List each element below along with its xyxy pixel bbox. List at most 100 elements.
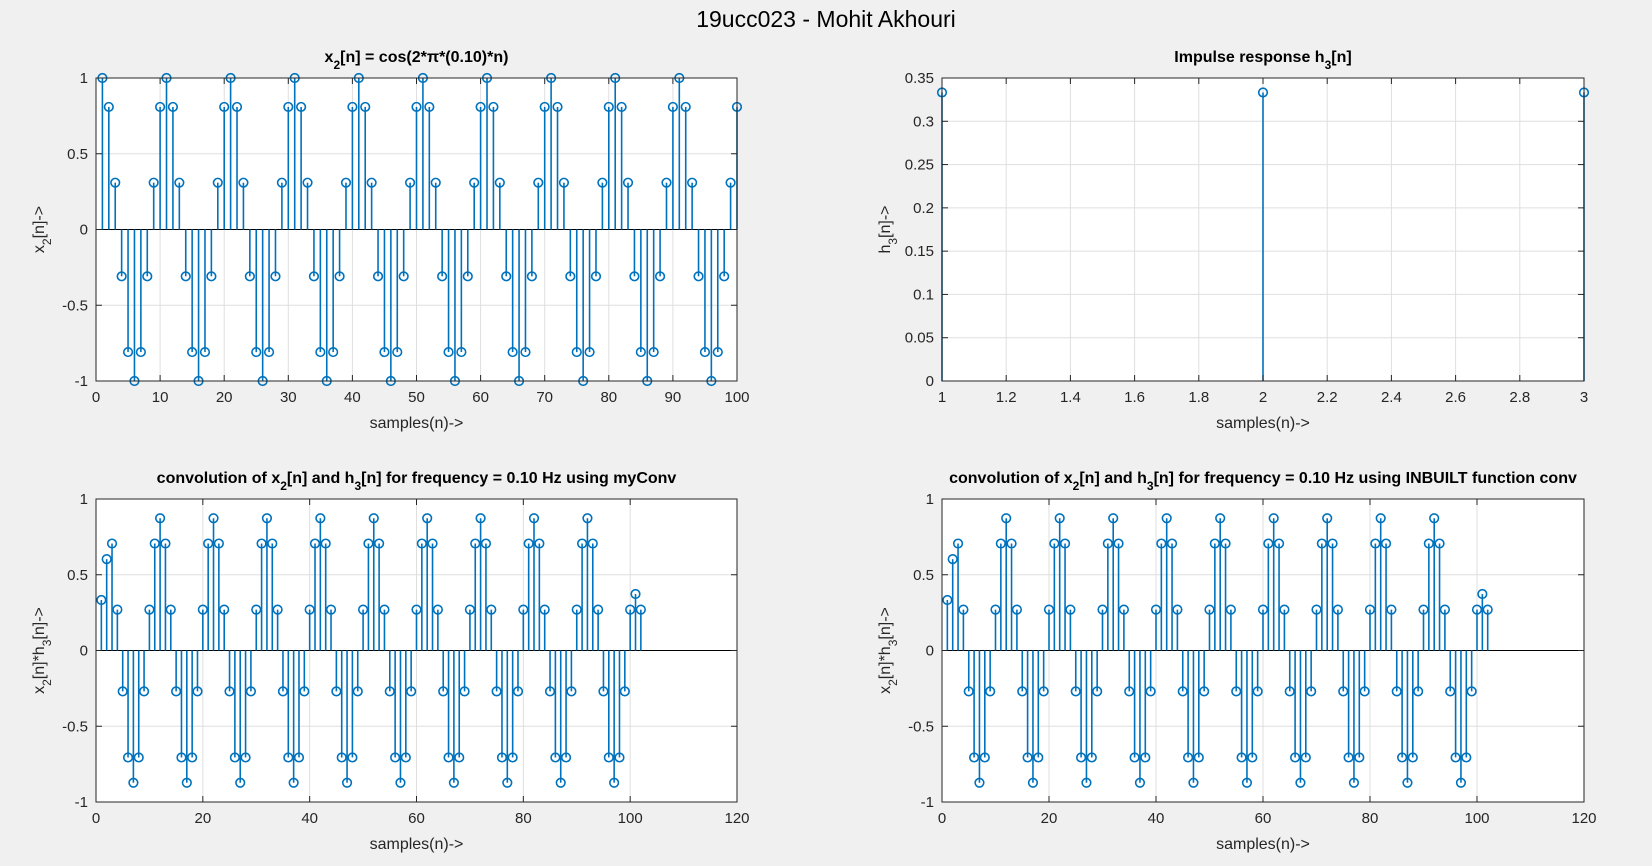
y-tick-label: -0.5	[62, 297, 88, 314]
stem-marker	[1017, 686, 1028, 697]
stem-marker	[283, 101, 294, 113]
stem-marker	[341, 777, 353, 788]
y-tick-label: 0.1	[913, 286, 934, 303]
x-tick-label: 10	[152, 389, 169, 406]
stem-marker	[1209, 538, 1220, 549]
x-tick-label: 2.2	[1317, 389, 1338, 406]
y-tick-label: 0.5	[67, 146, 88, 163]
y-axis-label: x2[n]->	[31, 206, 54, 253]
stem-marker	[320, 538, 331, 549]
stem-marker	[133, 752, 144, 763]
y-tick-label: 0	[80, 222, 88, 239]
x-tick-label: 3	[1580, 389, 1588, 406]
stem-marker	[400, 752, 411, 763]
stem-marker	[1257, 604, 1269, 615]
stem-marker	[165, 604, 176, 615]
y-tick-label: 0	[80, 643, 88, 660]
x-tick-label: 40	[301, 810, 318, 827]
stem-marker	[283, 752, 294, 763]
stem-marker	[576, 538, 588, 549]
stem-marker	[523, 538, 534, 549]
stem-marker	[1322, 513, 1333, 524]
stem-marker	[1166, 538, 1178, 549]
stem-marker	[238, 177, 249, 188]
stem-marker	[486, 604, 497, 615]
y-tick-label: 1	[80, 491, 88, 508]
stem-marker	[1338, 686, 1349, 697]
stem-marker	[309, 538, 321, 549]
stem-marker	[1204, 604, 1215, 615]
subplot-title: convolution of x2[n] and h3[n] for frequ…	[949, 470, 1577, 493]
y-tick-label: 0.3	[913, 113, 934, 130]
stem-marker	[155, 513, 166, 524]
stem-marker	[374, 538, 385, 549]
stem-marker	[270, 271, 281, 282]
stem-marker	[263, 346, 275, 358]
figure-title: 19ucc023 - Mohit Akhouri	[696, 6, 956, 32]
stem-marker	[1059, 538, 1071, 549]
stem-marker	[1193, 752, 1204, 763]
stem-marker	[1134, 777, 1146, 788]
stem-marker	[1150, 604, 1162, 615]
stem-marker	[475, 513, 486, 524]
y-axis-label: x2[n]*h3[n]->	[877, 607, 900, 694]
stem-marker	[432, 604, 443, 615]
stem-marker	[1466, 686, 1477, 697]
x-tick-label: 100	[1464, 810, 1489, 827]
subplot-2: 1 1.2 1.4 1.6 1.8 2 2.2 2.4 2.6 2.8 3 0 0.05 0.1 0.15 0…	[877, 49, 1590, 432]
stem-marker	[1124, 686, 1135, 697]
stem-marker	[1065, 604, 1076, 615]
stem-marker	[625, 604, 636, 615]
stem-marker	[357, 604, 369, 615]
stem-marker	[261, 513, 273, 524]
stem-marker	[699, 346, 711, 358]
stem-marker	[942, 594, 953, 606]
stem-marker	[352, 686, 363, 697]
stem-marker	[411, 604, 422, 615]
stem-marker	[1022, 752, 1033, 763]
x-tick-label: 40	[1148, 810, 1165, 827]
x-tick-label: 90	[665, 389, 682, 406]
stem-marker	[1471, 604, 1483, 615]
x-tick-label: 120	[1571, 810, 1596, 827]
stem-marker	[1161, 513, 1172, 524]
stem-marker	[1343, 752, 1354, 763]
stem-marker	[448, 777, 459, 788]
stem-marker	[347, 101, 358, 113]
stem-marker	[629, 271, 640, 282]
x-tick-label: 70	[536, 389, 553, 406]
stem-marker	[149, 538, 160, 549]
stem-marker	[1375, 513, 1386, 524]
stem-marker	[635, 604, 646, 615]
stem-marker	[276, 177, 287, 188]
stem-marker	[212, 177, 223, 188]
stem-marker	[1316, 538, 1327, 549]
stem-marker	[1145, 686, 1156, 697]
stem-marker	[256, 538, 267, 549]
x-axis-label: samples(n)->	[370, 415, 464, 432]
stem-marker	[725, 177, 736, 188]
stem-marker	[1075, 752, 1087, 763]
stem-marker	[1043, 604, 1055, 615]
stem-marker	[1284, 686, 1295, 697]
stem-marker	[1364, 604, 1376, 615]
y-tick-label: 1	[926, 491, 934, 508]
stem-marker	[272, 604, 283, 615]
stem-marker	[379, 346, 390, 358]
stem-marker	[469, 177, 480, 188]
stem-marker	[552, 101, 563, 113]
y-tick-label: -1	[75, 794, 88, 811]
stem-marker	[1027, 777, 1039, 788]
stem-marker	[1434, 538, 1445, 549]
stem-marker	[1188, 777, 1199, 788]
stem-marker	[1439, 604, 1450, 615]
stem-marker	[392, 346, 403, 358]
stem-marker	[174, 177, 185, 188]
y-tick-label: 0	[926, 643, 934, 660]
stem-marker	[427, 538, 438, 549]
stem-marker	[470, 538, 481, 549]
stem-marker	[1348, 777, 1360, 788]
subplot-1: 0 10 20 30 40 50 60 70 80 90 100 -1 -0.5 0 0.5 1 x2[n] =…	[31, 49, 750, 432]
